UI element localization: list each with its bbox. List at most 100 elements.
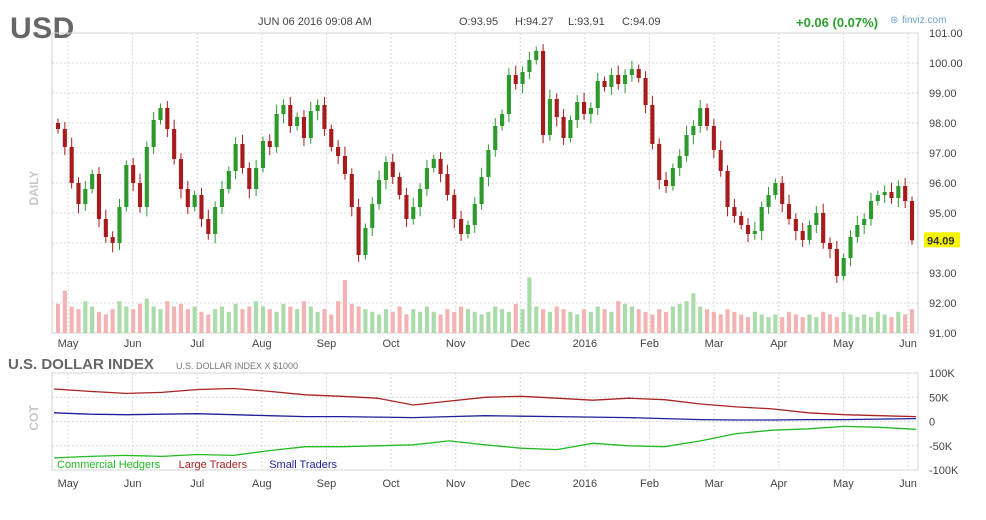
cot-x-label: Feb	[640, 478, 659, 490]
cot-axis-label: COT	[27, 405, 41, 431]
volume-bar	[397, 306, 402, 333]
volume-bar	[588, 311, 593, 333]
volume-bar	[711, 311, 716, 333]
legend-entry: Large Traders	[179, 459, 248, 471]
cot-x-label: Apr	[770, 478, 787, 490]
volume-bar	[527, 277, 532, 333]
volume-bar	[732, 311, 737, 333]
candle-body	[739, 216, 744, 225]
volume-bar	[131, 309, 136, 333]
volume-bar	[889, 317, 894, 333]
volume-bar	[609, 311, 614, 333]
volume-bar	[356, 306, 361, 333]
volume-bar	[670, 306, 675, 333]
candle-body	[868, 201, 874, 219]
last-price-label: 94.09	[927, 235, 955, 247]
candle-body	[903, 186, 908, 201]
price-tick-label: 99.00	[929, 88, 957, 100]
volume-bar	[807, 314, 812, 333]
ticker-symbol: USD	[10, 12, 75, 45]
volume-bar	[616, 301, 621, 333]
volume-bar	[185, 309, 190, 333]
price-x-label: Mar	[705, 338, 724, 350]
price-tick-label: 96.00	[929, 178, 957, 190]
cot-x-label: 2016	[573, 478, 597, 490]
cot-x-label: May	[833, 478, 854, 490]
volume-bar	[76, 309, 81, 333]
candle-body	[192, 195, 197, 207]
cot-tick-label: 50K	[929, 392, 949, 404]
candle-body	[404, 195, 409, 219]
volume-bar	[254, 301, 259, 333]
volume-bar	[383, 309, 388, 333]
volume-bar	[868, 317, 874, 333]
volume-bar	[725, 309, 730, 333]
volume-bar	[691, 293, 696, 333]
candle-body	[418, 189, 423, 207]
volume-bar	[486, 311, 491, 333]
candle-body	[636, 69, 641, 78]
volume-bar	[786, 311, 792, 333]
legend-entry: Small Traders	[269, 459, 337, 471]
high-price: H:94.27	[515, 16, 554, 28]
candle-body	[486, 150, 491, 177]
price-x-label: May	[58, 338, 79, 350]
volume-bar	[650, 314, 655, 333]
candle-body	[650, 105, 655, 144]
volume-bar	[643, 311, 648, 333]
volume-bar	[274, 311, 279, 333]
volume-bar	[513, 303, 518, 333]
volume-bar	[739, 314, 744, 333]
volume-bar	[267, 309, 272, 333]
volume-bar	[821, 311, 826, 333]
candle-body	[329, 129, 334, 147]
volume-bar	[541, 309, 546, 333]
volume-bar	[848, 314, 853, 333]
price-x-label: Jul	[190, 338, 204, 350]
volume-bar	[178, 303, 184, 333]
volume-bar	[814, 317, 819, 333]
volume-bar	[424, 306, 429, 333]
volume-bar	[158, 309, 163, 333]
price-tick-label: 98.00	[929, 118, 957, 130]
candle-body	[213, 207, 218, 234]
volume-bar	[226, 311, 231, 333]
volume-bar	[793, 314, 798, 333]
price-tick-label: 95.00	[929, 208, 957, 220]
volume-bar	[855, 317, 860, 333]
candle-body	[506, 75, 511, 114]
candle-body	[547, 99, 552, 135]
volume-bar	[438, 314, 443, 333]
candle-body	[841, 258, 846, 276]
candle-body	[62, 129, 67, 147]
candle-body	[96, 174, 102, 219]
brand-label[interactable]: finviz.com	[902, 15, 947, 26]
volume-bar	[165, 301, 170, 333]
volume-bar	[773, 314, 778, 333]
volume-bar	[568, 311, 573, 333]
candle-body	[151, 120, 156, 147]
volume-bar	[260, 306, 266, 333]
candle-body	[780, 183, 785, 204]
volume-bar	[288, 306, 293, 333]
price-tick-label: 101.00	[929, 28, 963, 40]
price-x-label: Feb	[640, 338, 659, 350]
volume-bar	[500, 309, 505, 333]
candle-body	[472, 204, 477, 225]
candle-body	[575, 102, 580, 120]
candle-body	[752, 231, 757, 234]
candle-body	[616, 75, 621, 84]
candle-body	[711, 126, 716, 150]
volume-bar	[124, 306, 129, 333]
candle-body	[383, 162, 388, 180]
candle-body	[83, 189, 88, 204]
volume-bar	[520, 309, 525, 333]
volume-bar	[896, 311, 901, 333]
volume-bar	[103, 314, 108, 333]
volume-bar	[172, 306, 177, 333]
volume-bar	[90, 306, 95, 333]
candle-body	[622, 75, 628, 84]
candle-body	[274, 114, 279, 147]
candle-body	[233, 144, 238, 171]
